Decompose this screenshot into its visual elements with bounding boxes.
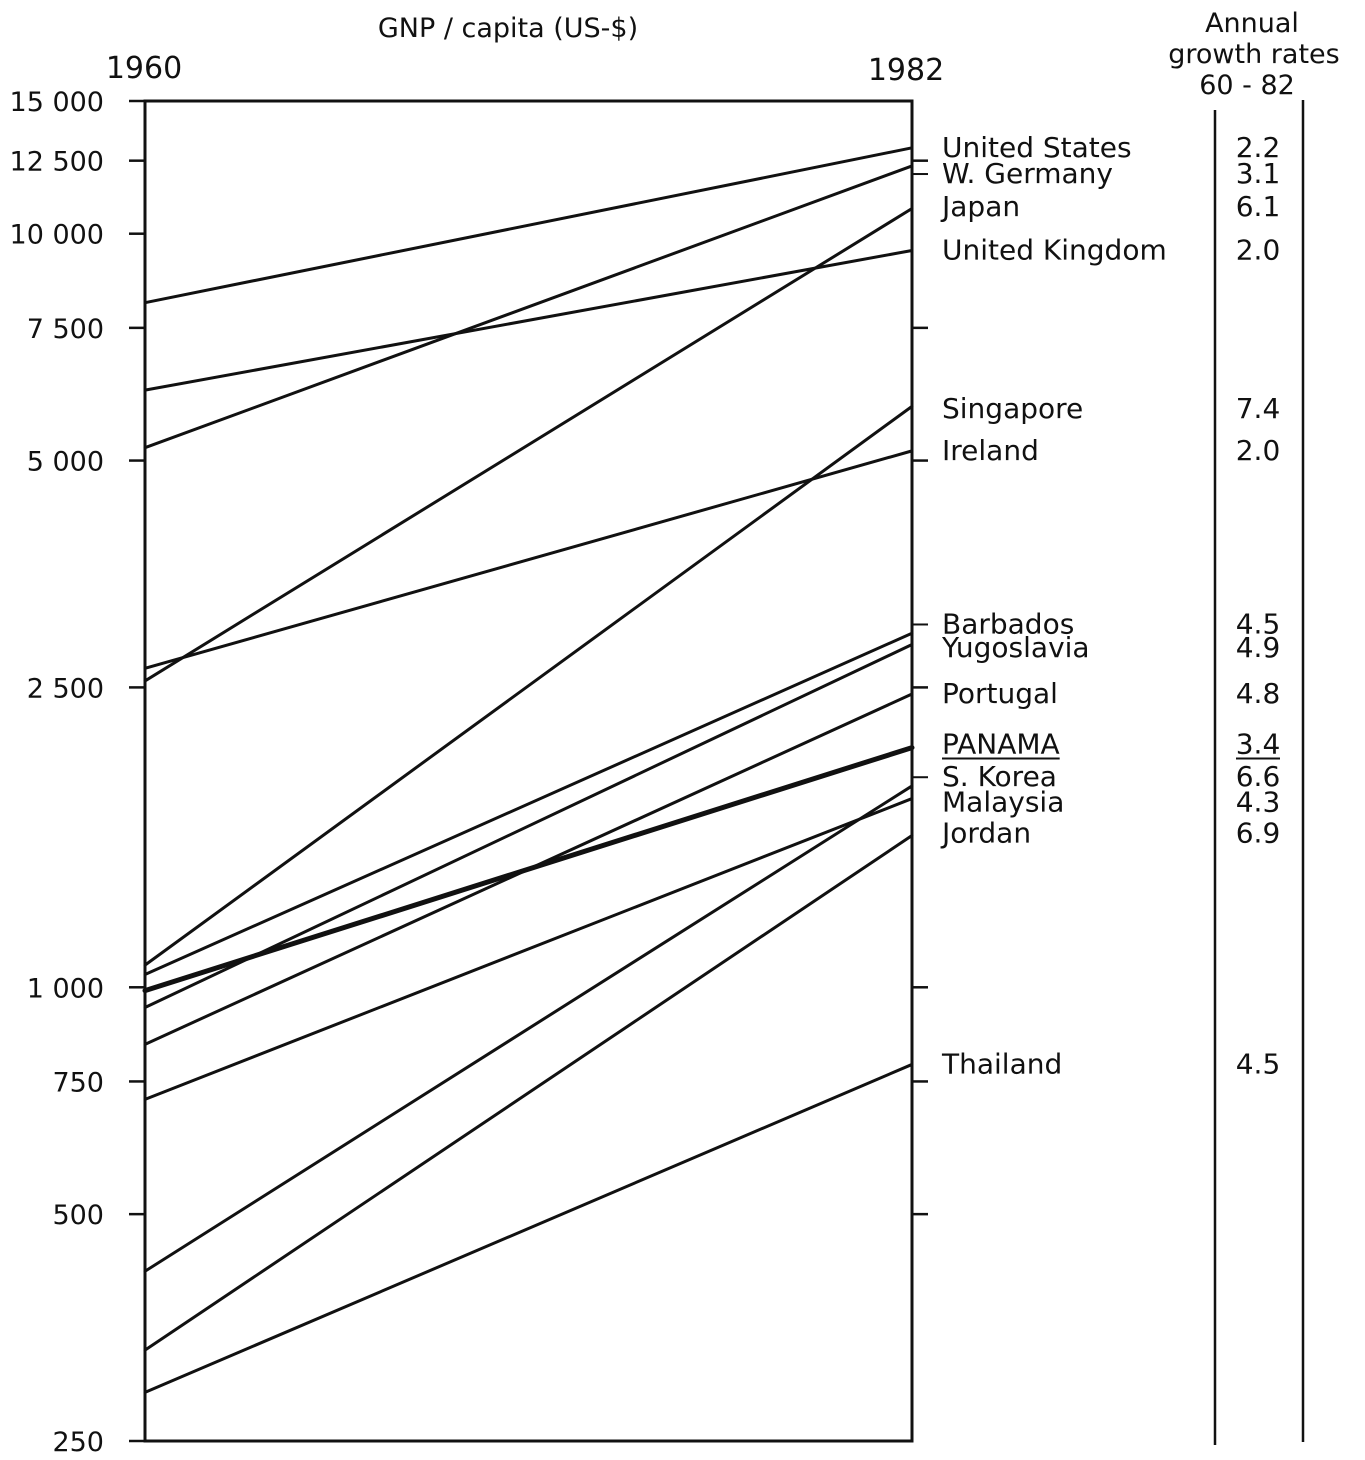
rate-label-united-states: 2.2	[1236, 131, 1281, 164]
series-line-barbados	[143, 631, 914, 976]
y-tick-label: 2 500	[27, 673, 104, 704]
rate-label-japan: 6.1	[1236, 190, 1281, 223]
series-line-jordan	[143, 834, 914, 1352]
series-line-thailand	[143, 1062, 914, 1394]
rate-label-jordan: 6.9	[1236, 816, 1281, 849]
rate-label-w-germany: 3.1	[1236, 157, 1281, 190]
rate-label-united-kingdom: 2.0	[1236, 233, 1281, 266]
country-label-jordan: Jordan	[940, 816, 1031, 849]
y-tick-label: 15 000	[10, 87, 104, 118]
y-tick-label: 7 500	[27, 314, 104, 345]
rate-label-singapore: 7.4	[1236, 392, 1281, 425]
rates-header-line-2: growth rates	[1168, 39, 1339, 70]
rates-header-line-3: 60 - 82	[1199, 70, 1295, 101]
right-axis-ticks	[912, 159, 928, 1216]
plot-frame	[143, 99, 914, 1443]
y-tick-label: 12 500	[10, 147, 104, 178]
country-label-united-kingdom: United Kingdom	[942, 233, 1167, 266]
x-label-1982: 1982	[868, 53, 944, 88]
rate-label-thailand: 4.5	[1236, 1047, 1281, 1080]
y-tick-label: 5 000	[27, 447, 104, 478]
country-label-w-germany: W. Germany	[942, 157, 1113, 190]
country-label-ireland: Ireland	[942, 434, 1039, 467]
rate-label-barbados: 4.5	[1236, 607, 1281, 640]
rates-header-line-1: Annual	[1205, 8, 1299, 39]
y-axis-ticks: 15 000 12 500 10 000 7 500 5 000 2 500 1 000 75…	[10, 87, 145, 1458]
country-label-barbados: Barbados	[942, 607, 1074, 640]
series-line-japan	[143, 207, 914, 683]
rate-label-s-korea: 6.6	[1236, 760, 1281, 793]
country-label-united-states: United States	[942, 131, 1132, 164]
country-label-panama: PANAMA	[942, 727, 1060, 760]
country-label-singapore: Singapore	[942, 392, 1083, 425]
country-label-s-korea: S. Korea	[942, 760, 1057, 793]
rate-label-ireland: 2.0	[1236, 434, 1281, 467]
rate-label-yugoslavia: 4.9	[1236, 631, 1281, 664]
series-line-malaysia	[143, 797, 914, 1101]
chart-title: GNP / capita (US-$)	[378, 13, 638, 44]
series-line-yugoslavia	[143, 643, 914, 1010]
series-line-ireland	[143, 449, 914, 670]
series-line-singapore	[143, 404, 914, 967]
y-tick-label: 500	[52, 1200, 104, 1231]
x-label-1960: 1960	[106, 51, 182, 86]
series-line-w-germany	[143, 164, 914, 450]
series-line-united-states	[143, 146, 914, 305]
series-line-s-korea	[143, 784, 914, 1273]
country-label-thailand: Thailand	[941, 1047, 1062, 1080]
y-tick-label: 250	[52, 1427, 104, 1458]
rate-labels: 2.23.16.12.07.42.04.54.94.83.46.64.36.94…	[1236, 131, 1281, 1081]
rate-label-portugal: 4.8	[1236, 677, 1281, 710]
country-label-japan: Japan	[940, 190, 1020, 223]
country-label-yugoslavia: Yugoslavia	[941, 631, 1090, 664]
series-line-panama	[142, 745, 915, 994]
y-tick-label: 750	[52, 1067, 104, 1098]
country-label-portugal: Portugal	[942, 677, 1058, 710]
series-lines	[142, 146, 915, 1394]
series-line-united-kingdom	[143, 248, 914, 392]
country-label-malaysia: Malaysia	[942, 785, 1064, 818]
y-tick-label: 1 000	[27, 973, 104, 1004]
y-tick-label: 10 000	[10, 220, 104, 251]
rate-label-malaysia: 4.3	[1236, 785, 1281, 818]
rate-label-panama: 3.4	[1236, 727, 1281, 760]
